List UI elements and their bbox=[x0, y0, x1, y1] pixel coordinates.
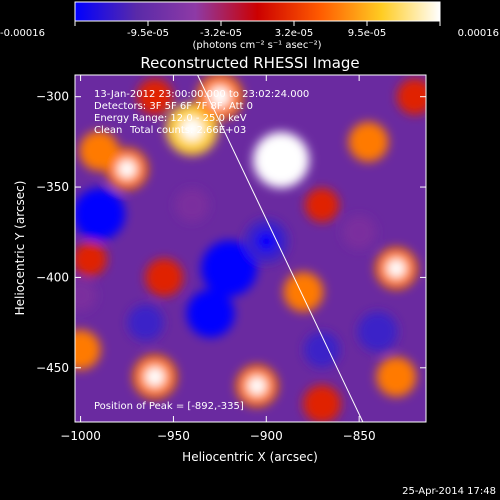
plot-frame bbox=[74, 74, 427, 423]
colorbar-ticks: -0.00016 -9.5e-05 -3.2e-05 3.2e-05 9.5e-05 0.… bbox=[0, 21, 499, 39]
heatmap-blob-12 bbox=[303, 384, 341, 422]
heatmap-blob-23 bbox=[304, 331, 340, 368]
heatmap-blob-16 bbox=[305, 188, 339, 223]
annotation-time: 13-Jan-2012 23:00:00.000 to 23:02:24.000 bbox=[94, 89, 309, 100]
heatmap-core-19 bbox=[87, 202, 111, 226]
x-tick-label: −950 bbox=[157, 429, 190, 443]
annotation-energy: Energy Range: 12.0 - 25.0 keV bbox=[94, 113, 247, 124]
colorbar-gradient bbox=[74, 1, 441, 22]
heatmap-blob-5 bbox=[348, 121, 389, 162]
colorbar-tick-label: 3.2e-05 bbox=[275, 28, 313, 39]
heatmap-core-3 bbox=[117, 159, 137, 179]
x-tick-label: −850 bbox=[343, 429, 376, 443]
heatmap-blob-26 bbox=[342, 215, 377, 250]
x-tick-label: −900 bbox=[250, 429, 283, 443]
heatmap-core-11 bbox=[247, 376, 267, 396]
annotations: 13-Jan-2012 23:00:00.000 to 23:02:24.000… bbox=[94, 89, 309, 412]
heatmap-blob-17 bbox=[396, 78, 426, 115]
y-tick-label: −350 bbox=[36, 180, 69, 194]
heatmap-blob-22 bbox=[357, 311, 398, 352]
heatmap-core-18 bbox=[216, 255, 242, 281]
y-tick-label: −300 bbox=[36, 90, 69, 104]
annotation-counts: Total counts: 2.66E+03 bbox=[129, 125, 246, 136]
colorbar-tick-label: 0.00016 bbox=[458, 28, 499, 39]
heatmap-blob-24 bbox=[127, 304, 164, 341]
y-axis-label: Heliocentric Y (arcsec) bbox=[13, 181, 27, 316]
y-tick-label: −400 bbox=[36, 270, 69, 284]
heatmap-blob-4 bbox=[79, 130, 120, 171]
heatmap-blob-7 bbox=[283, 271, 324, 312]
colorbar-unit-label: (photons cm⁻² s⁻¹ asec⁻²) bbox=[192, 40, 321, 51]
heatmap-blob-13 bbox=[376, 356, 417, 397]
heatmap-blob-15 bbox=[75, 242, 107, 277]
x-axis-label: Heliocentric X (arcsec) bbox=[182, 450, 318, 464]
heatmap-core-0 bbox=[268, 147, 294, 173]
heatmap-plot bbox=[75, 75, 426, 422]
annotation-detectors: Detectors: 3F 5F 6F 7F 8F, Att 0 bbox=[94, 101, 253, 112]
heatmap-blob-8 bbox=[145, 258, 184, 297]
solar-limb-line bbox=[197, 75, 364, 422]
heatmap-blob-25 bbox=[175, 188, 209, 223]
heatmap-core-9 bbox=[144, 366, 165, 387]
colorbar: -0.00016 -9.5e-05 -3.2e-05 3.2e-05 9.5e-05 0.… bbox=[0, 1, 499, 51]
y-tick-label: −450 bbox=[36, 361, 69, 375]
heatmap-blob-10 bbox=[75, 329, 101, 370]
colorbar-tick-label: -9.5e-05 bbox=[127, 28, 169, 39]
x-axis-ticks: −1000 −950 −900 −850 bbox=[60, 75, 376, 443]
annotation-method: Clean bbox=[94, 125, 122, 136]
heatmap-blob-14 bbox=[136, 78, 173, 115]
x-tick-label: −1000 bbox=[60, 429, 101, 443]
heatmap-core-1 bbox=[180, 117, 204, 141]
colorbar-tick-label: -3.2e-05 bbox=[200, 28, 242, 39]
heatmap-core-20 bbox=[199, 302, 222, 325]
colorbar-tick-label: 9.5e-05 bbox=[348, 28, 386, 39]
footer-date: 25-Apr-2014 17:48 bbox=[402, 486, 496, 497]
y-axis-ticks: −300 −350 −400 −450 bbox=[36, 90, 426, 375]
heatmap-blob-27 bbox=[75, 279, 97, 312]
heatmap-core-6 bbox=[386, 258, 406, 278]
heatmap-core-2 bbox=[209, 86, 231, 108]
chart-title: Reconstructed RHESSI Image bbox=[140, 54, 359, 72]
annotation-peak: Position of Peak = [-892,-335] bbox=[94, 401, 244, 412]
colorbar-tick-label: -0.00016 bbox=[0, 28, 45, 39]
heatmap-core-21 bbox=[256, 231, 277, 252]
